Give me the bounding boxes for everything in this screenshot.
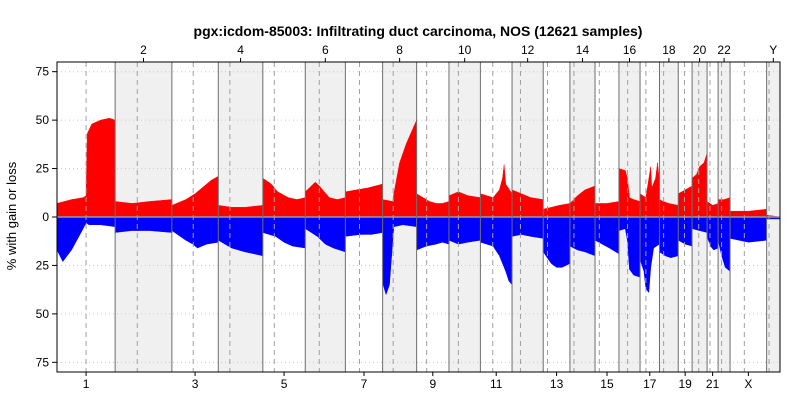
y-axis-label: % with gain or loss	[4, 161, 19, 270]
chromosome-label-20: 20	[693, 43, 707, 57]
loss-area-chr-10	[448, 216, 481, 245]
loss-area-chr-X	[729, 216, 767, 243]
chromosome-label-15: 15	[600, 377, 614, 391]
loss-area-chr-5	[262, 216, 306, 249]
chromosome-label-19: 19	[678, 377, 692, 391]
chromosome-label-7: 7	[361, 377, 368, 391]
y-axis-ticks: 75 50 25 0 25 50 75	[36, 65, 57, 369]
gain-area-chr-21	[706, 201, 719, 218]
chromosome-label-Y: Y	[769, 43, 777, 57]
chromosome-label-11: 11	[490, 377, 503, 391]
chromosome-label-5: 5	[281, 377, 288, 391]
loss-area-chr-3	[171, 216, 219, 249]
gain-area-chr-22	[717, 197, 731, 218]
gain-area-chr-9	[416, 193, 450, 218]
chromosome-label-4: 4	[237, 43, 244, 57]
gain-area-chr-X	[729, 208, 767, 218]
chromosome-label-10: 10	[458, 43, 472, 57]
chart-title: pgx:icdom-85003: Infiltrating duct carci…	[194, 23, 643, 39]
loss-area-chr-2	[114, 216, 173, 233]
chromosome-label-14: 14	[576, 43, 590, 57]
y-tick-label: 25	[36, 258, 50, 272]
loss-area-chr-15	[594, 216, 620, 255]
chromosome-label-2: 2	[140, 43, 147, 57]
grid-lines	[57, 71, 780, 363]
chromosome-label-6: 6	[322, 43, 329, 57]
gain-area-chr-17	[639, 162, 660, 218]
loss-area-chr-7	[345, 216, 383, 237]
chromosome-label-18: 18	[662, 43, 676, 57]
loss-area-chr-19	[678, 216, 693, 247]
chromosome-label-13: 13	[550, 377, 564, 391]
gain-area-chr-15	[594, 201, 620, 218]
y-tick-label: 25	[36, 162, 50, 176]
gain-area-chr-19	[678, 185, 693, 218]
y-tick-label: 50	[36, 307, 50, 321]
chromosome-label-17: 17	[643, 377, 657, 391]
plot-frame	[56, 61, 781, 373]
chromosome-label-16: 16	[623, 43, 637, 57]
loss-area-chr-11	[480, 216, 513, 286]
frequency-areas	[56, 117, 781, 296]
loss-area-chr-17	[639, 216, 660, 294]
chromosome-label-21: 21	[706, 377, 720, 391]
loss-area-chr-21	[706, 216, 719, 251]
gain-area-chr-3	[171, 175, 219, 218]
y-tick-label: 0	[42, 210, 49, 224]
chromosome-label-9: 9	[429, 377, 436, 391]
chromosome-label-22: 22	[717, 43, 731, 57]
gain-area-chr-11	[480, 164, 513, 218]
y-tick-label: 75	[36, 355, 50, 369]
chromosome-label-X: X	[744, 377, 752, 391]
gain-area-chr-1	[56, 117, 116, 218]
loss-area-chr-18	[659, 216, 679, 258]
chromosome-label-8: 8	[396, 43, 403, 57]
chromosome-label-12: 12	[521, 43, 535, 57]
gain-area-chr-5	[262, 177, 306, 218]
loss-area-chr-12	[511, 216, 544, 239]
gain-area-chr-4	[218, 205, 264, 218]
loss-area-chr-9	[416, 216, 450, 251]
gain-area-chr-7	[345, 183, 383, 218]
chromosome-label-3: 3	[192, 377, 199, 391]
chromosome-dividers	[85, 62, 770, 372]
y-tick-label: 75	[36, 65, 50, 79]
y-tick-label: 50	[36, 113, 50, 127]
chromosome-label-1: 1	[83, 377, 90, 391]
